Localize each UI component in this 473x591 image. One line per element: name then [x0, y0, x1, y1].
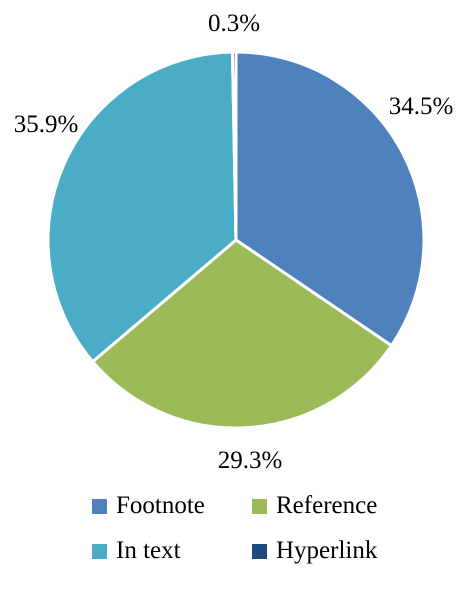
data-label-in-text: 35.9% [14, 111, 79, 138]
legend-label-footnote: Footnote [116, 492, 205, 519]
legend-item-footnote: Footnote [92, 492, 205, 520]
legend-item-reference: Reference [252, 492, 377, 520]
legend-label-hyperlink: Hyperlink [276, 537, 378, 564]
pie-slice-in-text [46, 50, 238, 364]
legend: Footnote Reference In text Hyperlink [0, 486, 473, 586]
pie-slice-reference [90, 238, 394, 430]
data-label-reference: 29.3% [218, 447, 283, 474]
legend-swatch-footnote [92, 498, 107, 514]
legend-swatch-in-text [92, 543, 107, 559]
pie-slice-hyperlink [230, 50, 238, 241]
pie-chart: 34.5% 29.3% 35.9% 0.3% [14, 10, 454, 474]
legend-item-in-text: In text [92, 537, 181, 565]
legend-label-reference: Reference [276, 492, 378, 519]
pie-slice-footnote [234, 50, 426, 348]
legend-label-in-text: In text [116, 537, 181, 564]
data-label-hyperlink: 0.3% [208, 10, 260, 37]
data-label-footnote: 34.5% [389, 93, 454, 120]
legend-swatch-hyperlink [252, 543, 267, 559]
legend-swatch-reference [252, 498, 267, 514]
legend-item-hyperlink: Hyperlink [252, 537, 377, 565]
